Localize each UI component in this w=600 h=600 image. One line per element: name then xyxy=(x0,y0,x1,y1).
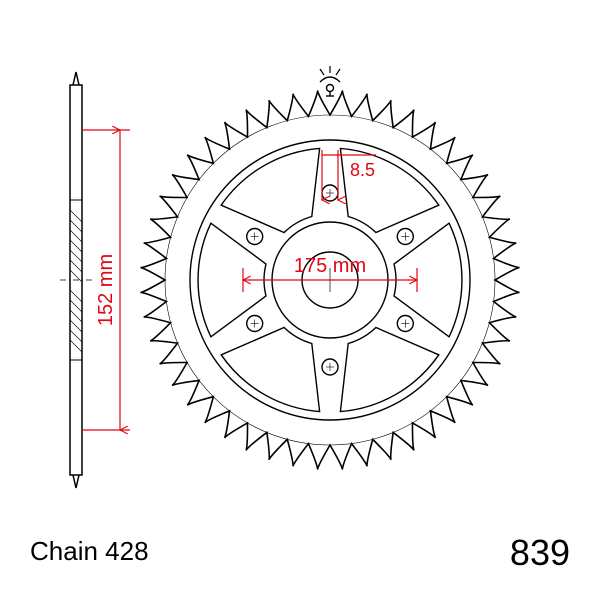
bolt-circle-label: 175 mm xyxy=(294,255,366,277)
side-view xyxy=(60,72,92,488)
mark-icon xyxy=(320,66,340,96)
chain-label: Chain 428 xyxy=(30,536,149,566)
sprocket-diagram: 152 mm 175 mm 8.5 Chain 428 839 xyxy=(0,0,600,600)
lightening-slot xyxy=(221,148,319,232)
lightening-slot xyxy=(221,328,319,412)
lightening-slot xyxy=(340,328,438,412)
part-number: 839 xyxy=(510,532,570,573)
side-dimension-label: 152 mm xyxy=(95,254,117,326)
bolt-hole-label: 8.5 xyxy=(350,160,375,180)
